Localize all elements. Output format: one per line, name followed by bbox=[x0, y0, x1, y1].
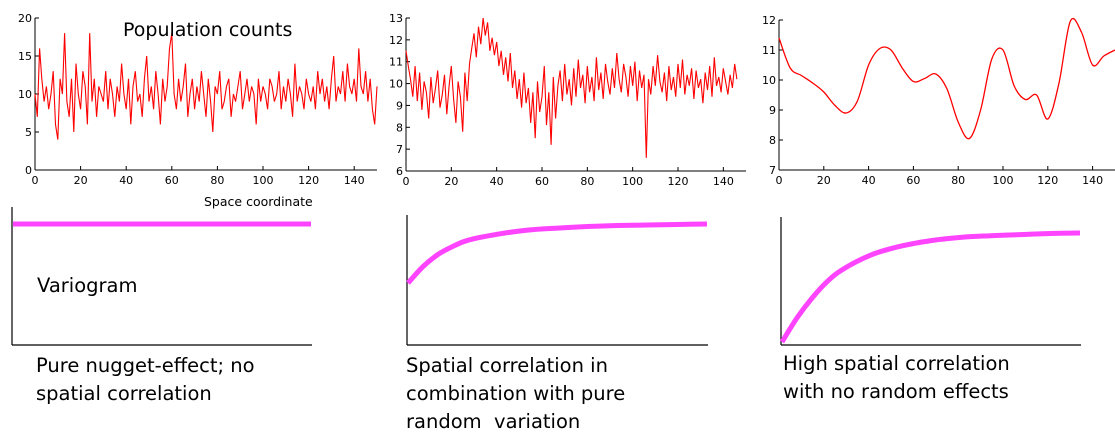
x-tick-label: 140 bbox=[713, 175, 734, 188]
variogram-curve bbox=[779, 230, 1081, 344]
x-tick-label: 60 bbox=[535, 175, 549, 188]
plot-title: Population counts bbox=[123, 19, 292, 41]
x-tick-label: 100 bbox=[993, 174, 1014, 187]
y-tick-label: 12 bbox=[762, 14, 776, 27]
x-tick-label: 120 bbox=[668, 175, 689, 188]
x-tick-label: 140 bbox=[344, 174, 365, 187]
y-tick-label: 20 bbox=[18, 12, 32, 25]
variogram-panel-3: High spatial correlation with no random e… bbox=[779, 217, 1081, 403]
y-tick-label: 7 bbox=[396, 143, 403, 156]
series-line bbox=[34, 33, 378, 140]
line-chart-3: 0 20 40 60 80 100 120 140 7 8 9 10 11 12 bbox=[762, 14, 1115, 187]
x-tick-label: 100 bbox=[253, 174, 274, 187]
series-line bbox=[778, 17, 1115, 140]
line-chart-2: 0 20 40 60 80 100 120 140 6 7 8 9 10 11 12 13 bbox=[389, 12, 746, 188]
y-tick-label: 0 bbox=[25, 164, 32, 177]
variogram-curve bbox=[406, 221, 708, 285]
variogram-panel-1: Variogram Pure nugget-effect; no spatial c… bbox=[11, 207, 312, 405]
x-tick-label: 120 bbox=[298, 174, 319, 187]
y-tick-label: 5 bbox=[25, 126, 32, 139]
x-tick-label: 80 bbox=[210, 174, 224, 187]
x-tick-label: 0 bbox=[776, 174, 783, 187]
variogram-label: Variogram bbox=[37, 274, 137, 297]
x-tick-label: 80 bbox=[580, 175, 594, 188]
line-chart-1: 0 20 40 60 80 100 120 140 0 5 10 15 20 Population cou… bbox=[18, 12, 378, 209]
x-tick-label: 60 bbox=[165, 174, 179, 187]
series-line bbox=[405, 17, 738, 158]
y-tick-label: 9 bbox=[769, 104, 776, 117]
x-tick-label: 40 bbox=[490, 175, 504, 188]
y-tick-label: 15 bbox=[18, 50, 32, 63]
x-tick-label: 40 bbox=[862, 174, 876, 187]
x-tick-label: 40 bbox=[119, 174, 133, 187]
x-tick-label: 80 bbox=[951, 174, 965, 187]
panel-caption-line: spatial correlation bbox=[36, 382, 212, 405]
y-tick-label: 11 bbox=[762, 44, 776, 57]
y-tick-label: 7 bbox=[769, 164, 776, 177]
y-tick-label: 12 bbox=[389, 34, 403, 47]
x-tick-label: 60 bbox=[906, 174, 920, 187]
x-tick-label: 140 bbox=[1082, 174, 1103, 187]
panel-caption-line: random variation bbox=[406, 410, 580, 433]
x-tick-label: 0 bbox=[403, 175, 410, 188]
y-tick-label: 13 bbox=[389, 12, 403, 25]
panel-caption-line: with no random effects bbox=[783, 380, 1009, 403]
y-tick-label: 10 bbox=[18, 88, 32, 101]
panel-caption-line: combination with pure bbox=[406, 382, 625, 405]
x-axis-label: Space coordinate bbox=[204, 194, 313, 209]
y-tick-label: 9 bbox=[396, 99, 403, 112]
x-tick-label: 100 bbox=[622, 175, 643, 188]
y-tick-label: 8 bbox=[396, 121, 403, 134]
y-tick-label: 11 bbox=[389, 56, 403, 69]
x-tick-label: 120 bbox=[1037, 174, 1058, 187]
x-tick-label: 0 bbox=[32, 174, 39, 187]
x-tick-label: 20 bbox=[817, 174, 831, 187]
y-tick-label: 10 bbox=[389, 78, 403, 91]
x-tick-label: 20 bbox=[74, 174, 88, 187]
panel-caption-line: Pure nugget-effect; no bbox=[36, 354, 255, 377]
panel-caption-line: Spatial correlation in bbox=[406, 354, 608, 377]
panel-caption-line: High spatial correlation bbox=[783, 352, 1010, 375]
y-tick-label: 10 bbox=[762, 74, 776, 87]
y-tick-label: 6 bbox=[396, 165, 403, 178]
variogram-panel-2: Spatial correlation in combination with p… bbox=[406, 215, 708, 433]
x-tick-label: 20 bbox=[444, 175, 458, 188]
y-tick-label: 8 bbox=[769, 134, 776, 147]
